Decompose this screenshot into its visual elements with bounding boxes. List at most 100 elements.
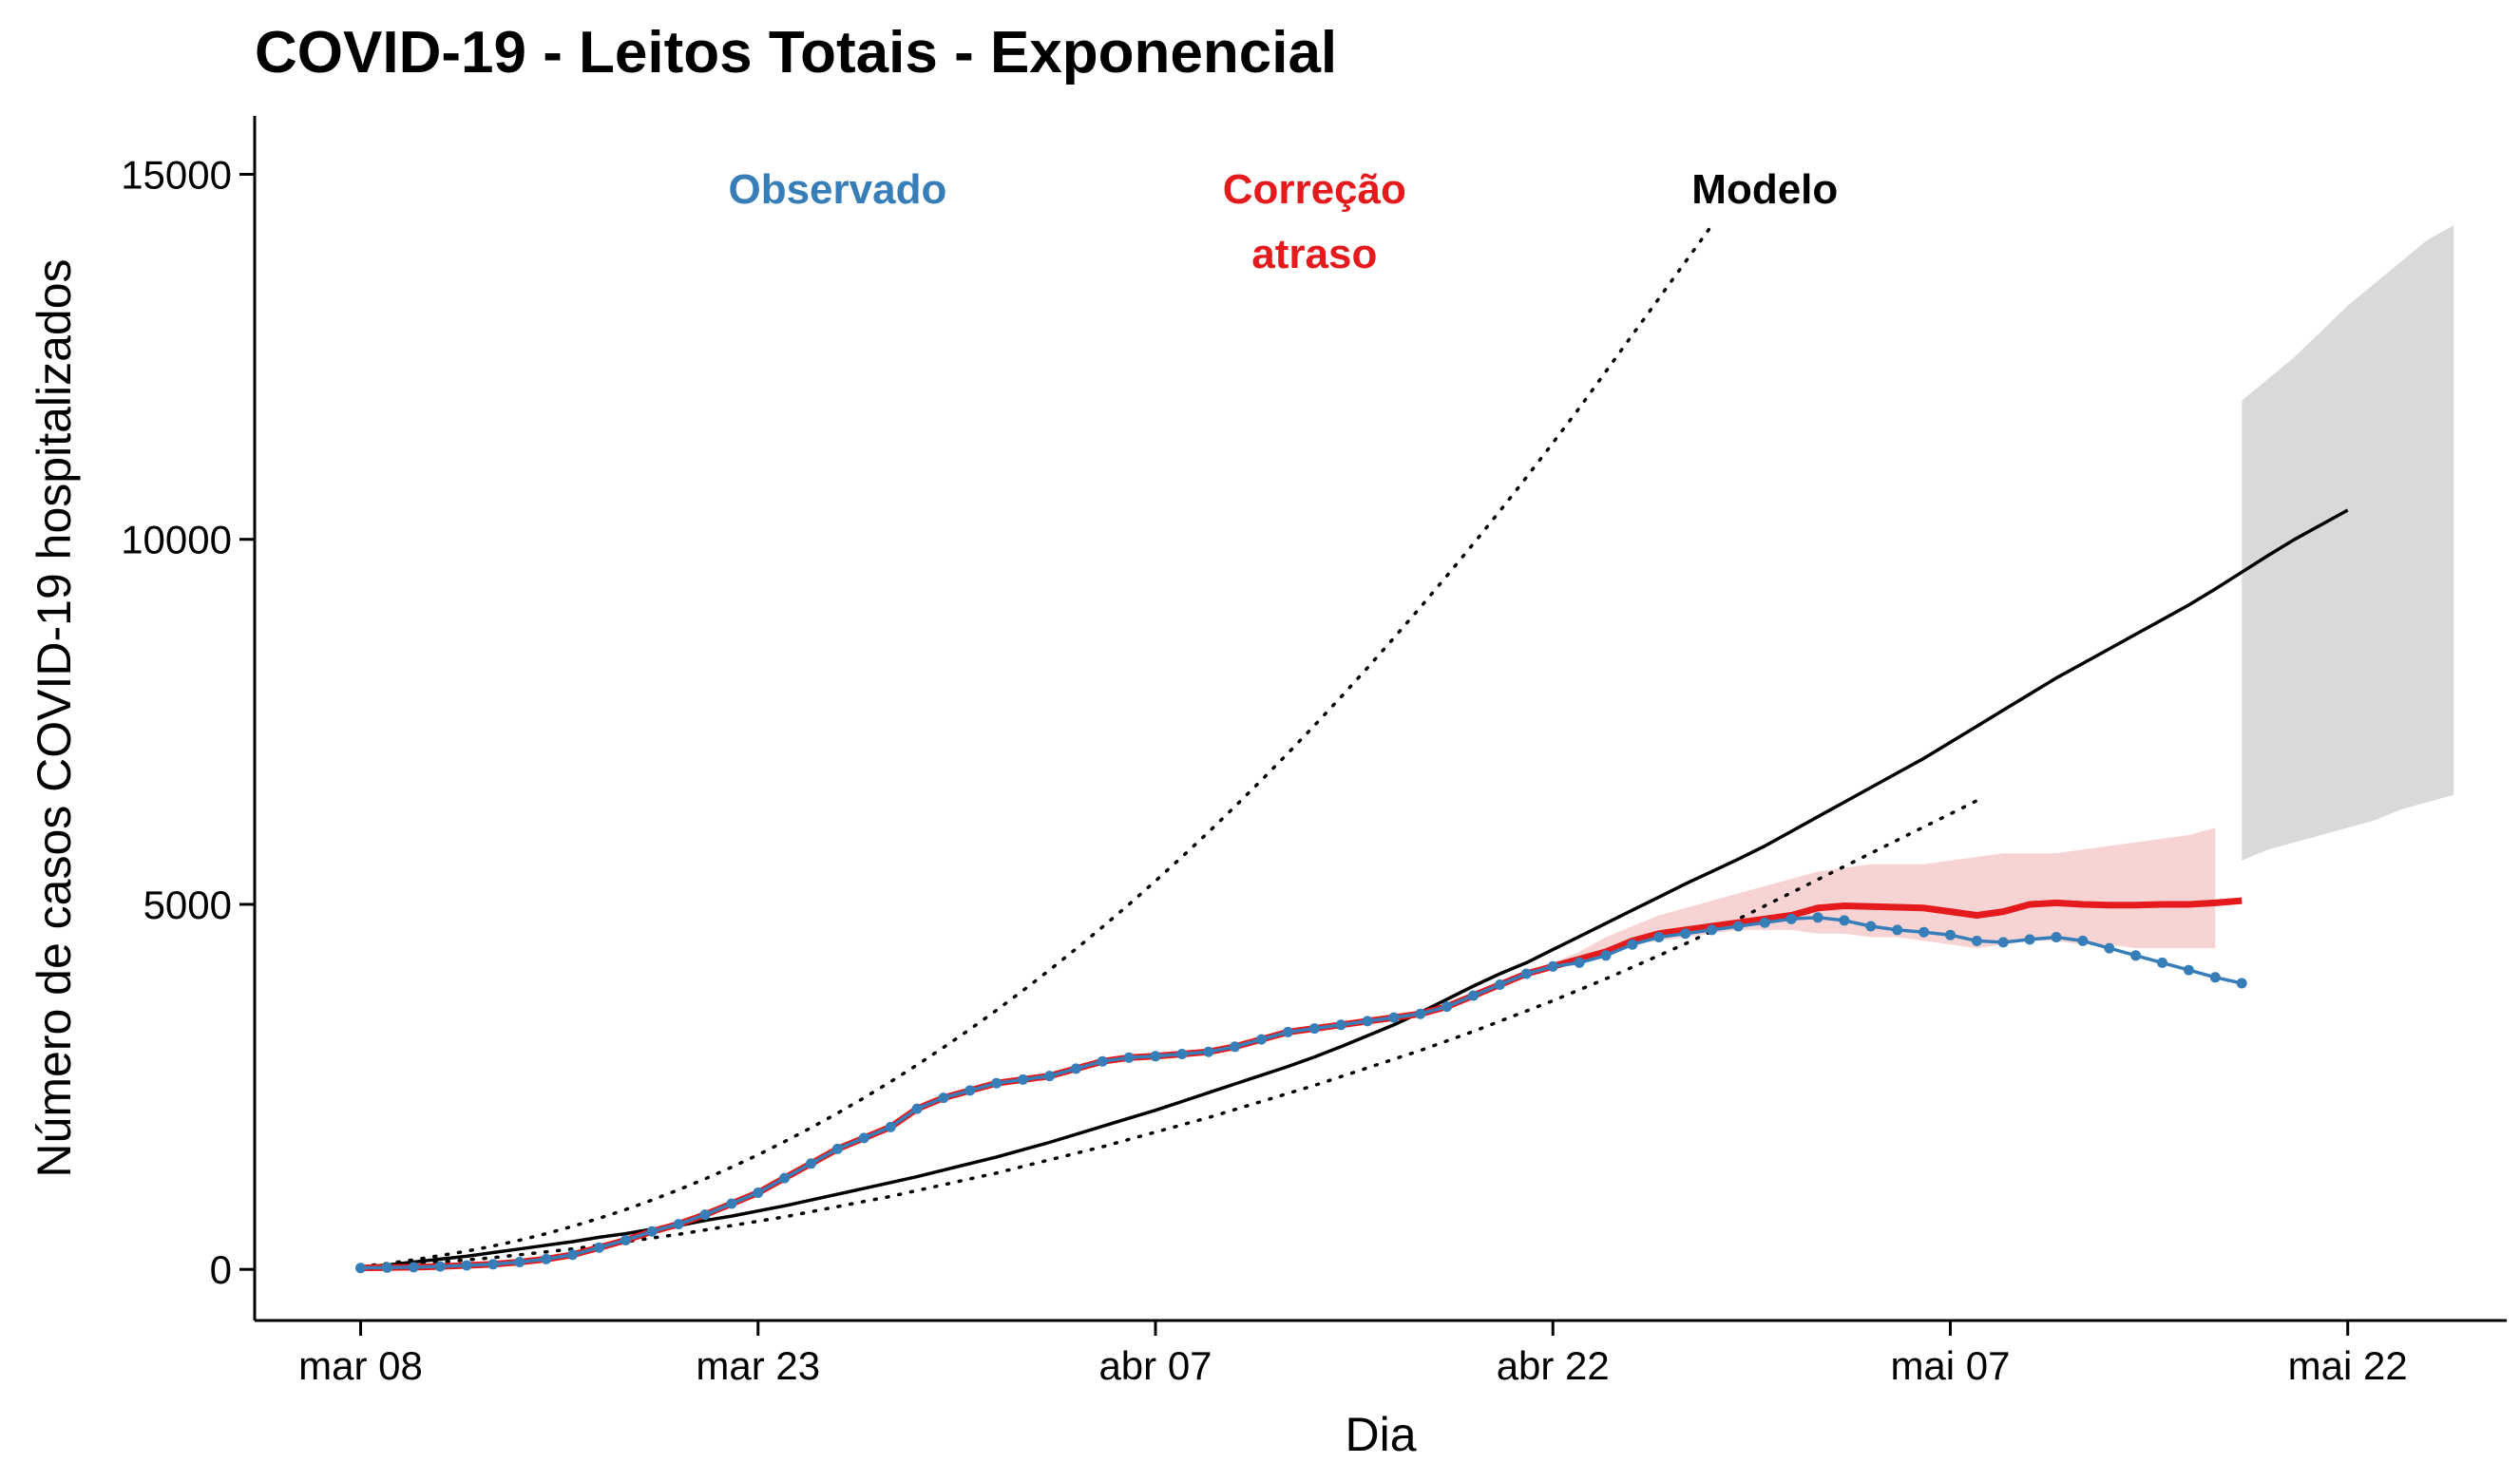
observed-point — [1468, 990, 1480, 1001]
observed-point — [2157, 957, 2167, 968]
y-tick-label: 15000 — [121, 152, 232, 197]
x-tick-label: mai 22 — [2288, 1343, 2408, 1388]
observed-point — [355, 1263, 366, 1274]
observed-point — [1070, 1063, 1081, 1074]
observed-point — [1097, 1055, 1108, 1067]
x-axis-title: Dia — [1345, 1408, 1416, 1461]
annotation-label: atraso — [1251, 231, 1377, 277]
observed-point — [1415, 1008, 1426, 1019]
observed-point — [1308, 1023, 1320, 1035]
observed-point — [1018, 1074, 1029, 1085]
axes: 0 5000 10000 15000 mar 08 mar 23 abr 07 abr 22… — [121, 116, 2507, 1388]
observed-point — [620, 1235, 631, 1245]
observed-point — [1495, 979, 1505, 990]
observed-point — [1203, 1046, 1214, 1057]
x-tick-label: abr 07 — [1098, 1343, 1212, 1388]
observed-point — [2209, 972, 2221, 983]
observed-point — [1627, 939, 1638, 950]
observed-point — [1362, 1016, 1373, 1027]
observed-point — [991, 1077, 1002, 1089]
observed-point — [885, 1121, 896, 1132]
observed-point — [1759, 917, 1770, 928]
correction-line — [360, 897, 2243, 1272]
observed-point — [831, 1143, 843, 1154]
observed-point — [514, 1257, 525, 1267]
observed-point — [1732, 921, 1744, 932]
observed-point — [964, 1085, 976, 1096]
lines-layer — [358, 223, 2349, 1272]
observed-line — [360, 916, 2243, 1270]
forecast-interval-band — [2242, 225, 2454, 861]
observed-point — [2024, 934, 2035, 945]
observed-point — [2077, 935, 2089, 946]
observed-point — [1971, 935, 1982, 946]
observed-point — [1919, 926, 1930, 938]
observed-point — [1123, 1052, 1135, 1063]
points-layer — [355, 912, 2247, 1274]
observed-point — [673, 1219, 684, 1230]
observed-point — [1600, 950, 1612, 961]
observed-point — [1150, 1051, 1161, 1062]
model-line — [360, 508, 2349, 1269]
annotation-label: Correção — [1223, 166, 1406, 213]
observed-point — [1680, 928, 1691, 940]
observed-point — [2051, 932, 2062, 942]
model-upper-line — [358, 223, 1714, 1268]
annotation-label: Modelo — [1691, 166, 1838, 213]
observed-point — [699, 1209, 711, 1221]
observed-point — [753, 1188, 764, 1198]
observed-point — [806, 1158, 816, 1169]
y-axis-title: Número de casos COVID-19 hospitalizados — [28, 258, 81, 1177]
observed-point — [2130, 950, 2142, 961]
observed-point — [1574, 957, 1585, 968]
observed-point — [1282, 1026, 1293, 1037]
observed-point — [1230, 1041, 1241, 1053]
observed-point — [1044, 1071, 1055, 1082]
observed-point — [1388, 1012, 1400, 1023]
observed-point — [461, 1260, 472, 1271]
y-tick-label: 5000 — [143, 883, 232, 927]
observed-point — [1256, 1034, 1267, 1045]
annotations-layer: Observado Correção atraso Modelo — [728, 166, 1838, 277]
observed-point — [1945, 929, 1956, 940]
observed-point — [1812, 912, 1823, 923]
x-tick-label: mar 23 — [696, 1343, 820, 1388]
x-tick-label: abr 22 — [1497, 1343, 1610, 1388]
observed-point — [1335, 1019, 1346, 1031]
observed-point — [1653, 932, 1665, 942]
y-ticks: 0 5000 10000 15000 — [121, 152, 255, 1292]
observed-point — [381, 1262, 392, 1273]
observed-point — [487, 1259, 499, 1270]
observed-point — [1176, 1049, 1188, 1059]
observed-point — [541, 1253, 552, 1264]
bands-layer — [1526, 225, 2454, 974]
observed-point — [594, 1242, 604, 1253]
x-tick-label: mar 08 — [298, 1343, 423, 1388]
observed-point — [1707, 924, 1717, 936]
observed-point — [1520, 968, 1532, 979]
y-tick-label: 10000 — [121, 518, 232, 562]
observed-point — [1547, 960, 1558, 972]
observed-point — [1865, 921, 1877, 932]
observed-point — [1441, 1001, 1453, 1013]
x-tick-label: mai 07 — [1890, 1343, 2010, 1388]
chart-title: COVID-19 - Leitos Totais - Exponencial — [255, 20, 1337, 86]
x-ticks: mar 08 mar 23 abr 07 abr 22 mai 07 mai 22 — [298, 1320, 2408, 1388]
observed-point — [779, 1172, 791, 1184]
observed-point — [1997, 937, 2009, 948]
observed-point — [1785, 913, 1797, 924]
observed-point — [858, 1132, 869, 1144]
observed-point — [2236, 978, 2247, 989]
y-tick-label: 0 — [210, 1247, 232, 1292]
observed-point — [1892, 924, 1903, 936]
annotation-label: Observado — [728, 166, 946, 213]
observed-point — [646, 1226, 658, 1237]
observed-point — [1839, 915, 1850, 926]
observed-point — [2104, 942, 2115, 954]
observed-point — [567, 1249, 579, 1261]
observed-point — [726, 1198, 737, 1209]
observed-point — [938, 1092, 949, 1104]
observed-point — [434, 1261, 446, 1272]
observed-point — [408, 1262, 419, 1273]
